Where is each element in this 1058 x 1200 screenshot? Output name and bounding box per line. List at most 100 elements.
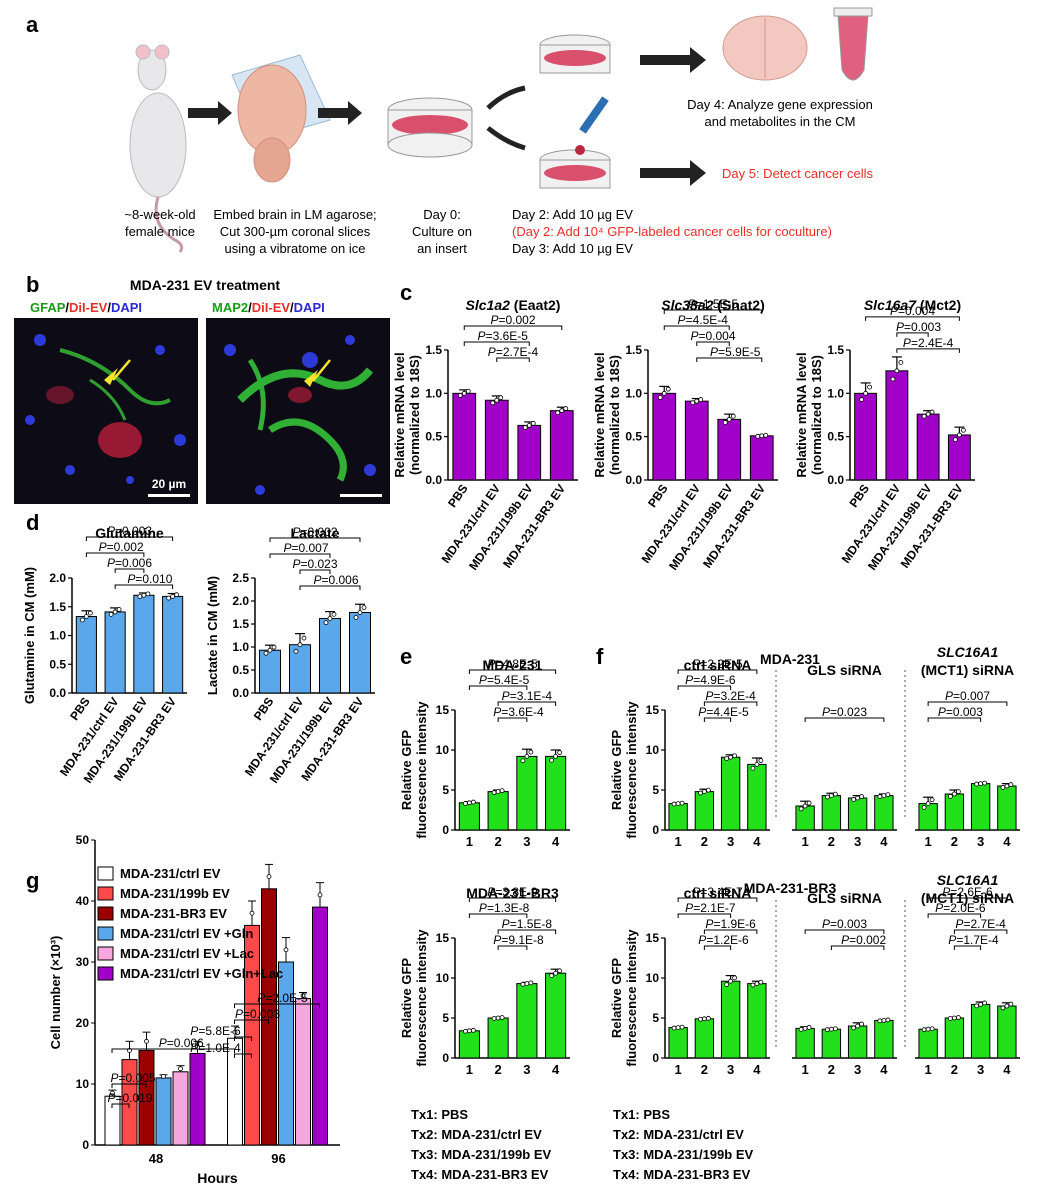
bar	[944, 793, 965, 831]
bar	[458, 1030, 480, 1059]
data-point	[859, 1021, 865, 1027]
data-point	[108, 611, 114, 617]
x-tick-label: MDA-231/ctrl EV	[439, 482, 504, 566]
data-point	[549, 973, 555, 978]
data-point	[732, 753, 738, 759]
data-point	[890, 376, 896, 382]
data-point	[466, 1028, 472, 1034]
x-tick-label: PBS	[251, 695, 277, 723]
data-point	[885, 1017, 891, 1023]
x-tick-label: 2	[828, 1062, 835, 1077]
data-point	[763, 432, 769, 438]
bar	[295, 998, 311, 1146]
chart-title: Lactate	[290, 525, 339, 541]
chart-c3: Slc16a7 (Mct2) 0.0 0.5 1.0 1.5 Relative mRNA …	[794, 297, 975, 573]
data-point	[952, 437, 958, 443]
data-point	[832, 791, 838, 797]
data-point	[559, 408, 565, 414]
x-tick-label: 3	[854, 1062, 861, 1077]
x-tick-label: 1	[675, 1062, 682, 1077]
y-tick-label: 2.5	[232, 571, 249, 585]
pvalue-bracket	[703, 717, 732, 722]
data-point	[267, 647, 273, 653]
data-point	[495, 789, 501, 794]
pvalue-label: P=0.007	[283, 541, 328, 555]
pvalue-label: P=0.023	[292, 557, 337, 571]
x-tick-label: 2	[828, 834, 835, 849]
pvalue-label: P=0.003	[107, 524, 152, 538]
data-point	[301, 635, 307, 641]
data-point	[758, 758, 764, 763]
data-point	[526, 422, 532, 428]
y-tick-label: 10	[646, 743, 660, 757]
data-point	[675, 801, 681, 806]
microscopy-image-left	[14, 318, 198, 504]
pvalue-bracket	[497, 717, 528, 722]
bar	[795, 1027, 815, 1059]
data-point	[705, 787, 711, 793]
pvalue-label: P=2.7E-4	[955, 917, 1006, 931]
data-point	[520, 758, 526, 764]
y-axis-label-line2: fluorescence intensity	[414, 929, 429, 1067]
x-tick-label: MDA-231/ctrl EV	[639, 482, 704, 566]
chart-f3: SLC16A1 (MCT1) siRNA 1 2 3 4 P=0.007 P=0.003	[915, 644, 1020, 849]
data-point	[462, 801, 468, 806]
data-point	[528, 749, 534, 755]
pvalue-label: P=2.0E-5	[257, 991, 308, 1005]
data-point	[661, 390, 667, 396]
data-point	[722, 420, 728, 425]
pvalue-label: P=0.002	[490, 313, 535, 327]
x-tick-label: PBS	[645, 482, 671, 510]
pvalue-bracket	[865, 316, 960, 321]
y-tick-label: 2.0	[232, 594, 249, 608]
day5-label: Day 5: Detect cancer cells	[722, 166, 874, 181]
data-point	[690, 400, 696, 406]
pvalue-bracket	[927, 897, 1008, 902]
chart-title: Slc16a7 (Mct2)	[864, 297, 961, 313]
pvalue-label: P=0.010	[127, 572, 172, 586]
data-point	[859, 794, 865, 799]
pvalue-bracket	[114, 584, 174, 589]
data-point	[754, 762, 760, 767]
y-tick-label: 1.5	[827, 343, 844, 357]
chart-title: MDA-231	[483, 657, 543, 673]
bar	[916, 413, 940, 481]
pvalue-label: P=0.002	[841, 933, 886, 947]
pvalue-bracket	[896, 348, 960, 353]
x-tick-label: 1	[925, 834, 932, 849]
pvalue-label: P=2.2E-5	[692, 657, 743, 671]
y-axis-label: Relative mRNA level	[592, 352, 607, 477]
pvalue-label: P=2.6E-6	[942, 885, 993, 899]
data-point	[528, 980, 534, 986]
panel-b-letter: b	[26, 272, 39, 297]
x-tick-label: 4	[753, 1062, 761, 1077]
data-point	[701, 789, 707, 794]
data-point	[297, 642, 303, 648]
chart-title: GLS siRNA	[807, 890, 882, 906]
data-point	[491, 1016, 497, 1021]
y-tick-label: 1.5	[425, 343, 442, 357]
x-tick-label: 2	[495, 1062, 502, 1077]
data-point	[300, 993, 306, 998]
pvalue-bracket	[497, 945, 528, 950]
pvalue-bracket	[896, 332, 929, 337]
y-tick-label: 1.0	[425, 386, 442, 400]
pvalue-label: P=0.002	[99, 540, 144, 554]
bar	[259, 649, 281, 694]
data-point	[353, 615, 359, 620]
data-point	[110, 1090, 115, 1096]
y-tick-label: 0.0	[625, 473, 642, 487]
y-tick-label: 50	[76, 833, 90, 847]
svg-text:Culture on: Culture on	[412, 224, 472, 239]
bar	[970, 1003, 991, 1059]
data-point	[724, 982, 730, 987]
y-tick-label: 1.5	[49, 600, 66, 614]
pvalue-label: P=1.5E-8	[502, 917, 553, 931]
x-tick-label: 1	[466, 834, 473, 849]
data-point	[798, 806, 804, 812]
bar	[487, 791, 509, 831]
data-point	[828, 1026, 834, 1032]
chart-title: GLS siRNA	[807, 662, 882, 678]
chart-f4: ctrl siRNA 0 5 10 15 Relative GFP fluorescence…	[609, 885, 770, 1077]
x-tick-label: 4	[880, 1062, 888, 1077]
